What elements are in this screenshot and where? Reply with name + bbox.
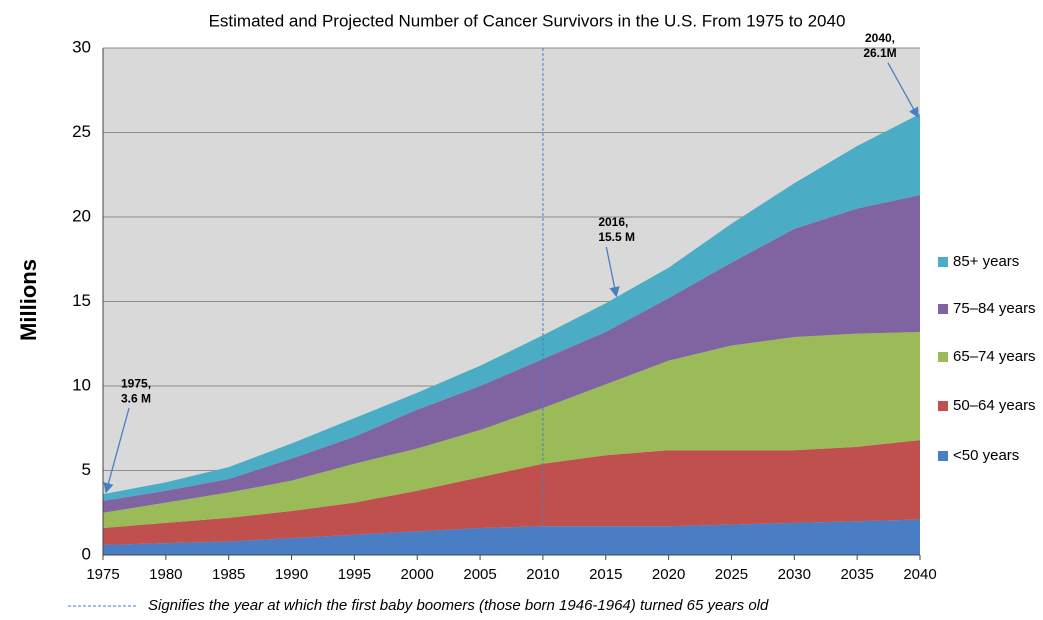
annotation-arrow xyxy=(605,246,620,298)
chart-title: Estimated and Projected Number of Cancer… xyxy=(209,11,846,30)
x-tick-label: 2040 xyxy=(903,566,936,583)
y-axis-label: Millions xyxy=(16,259,41,341)
annotation-arrow xyxy=(103,407,130,494)
legend-label: 65–74 years xyxy=(953,348,1036,365)
x-tick-label: 1985 xyxy=(212,566,245,583)
legend-swatch xyxy=(938,451,948,461)
x-tick-label: 2005 xyxy=(463,566,496,583)
annotation: 26.1M xyxy=(863,46,896,60)
x-tick-label: 2015 xyxy=(589,566,622,583)
area xyxy=(103,195,920,513)
legend-label: 50–64 years xyxy=(953,397,1036,414)
legend-swatch xyxy=(938,257,948,267)
x-tick-label: 1980 xyxy=(149,566,182,583)
x-tick-label: 2035 xyxy=(840,566,873,583)
area xyxy=(103,440,920,545)
footnote: Signifies the year at which the first ba… xyxy=(148,597,769,614)
y-tick-label: 20 xyxy=(72,206,91,225)
annotation: 15.5 M xyxy=(598,230,635,244)
x-tick-label: 2020 xyxy=(652,566,685,583)
annotation: 3.6 M xyxy=(121,391,151,405)
legend-label: <50 years xyxy=(953,447,1019,464)
area xyxy=(103,519,920,555)
legend-swatch xyxy=(938,352,948,362)
y-tick-label: 15 xyxy=(72,291,91,310)
x-tick-label: 2010 xyxy=(526,566,559,583)
y-tick-label: 25 xyxy=(72,122,91,141)
legend-swatch xyxy=(938,401,948,411)
annotation: 2016, xyxy=(598,215,628,229)
x-tick-label: 2025 xyxy=(715,566,748,583)
legend-swatch xyxy=(938,304,948,314)
x-tick-label: 2000 xyxy=(401,566,434,583)
x-tick-label: 1990 xyxy=(275,566,308,583)
x-tick-label: 2030 xyxy=(778,566,811,583)
x-tick-label: 1995 xyxy=(338,566,371,583)
legend-label: 85+ years xyxy=(953,253,1019,270)
y-tick-label: 30 xyxy=(72,37,91,56)
annotation-arrow xyxy=(887,62,919,119)
annotation: 2040, xyxy=(865,31,895,45)
area xyxy=(103,331,920,528)
annotation: 1975, xyxy=(121,376,151,390)
legend-label: 75–84 years xyxy=(953,300,1036,317)
x-tick-label: 1975 xyxy=(86,566,119,583)
y-tick-label: 0 xyxy=(82,544,91,563)
y-tick-label: 5 xyxy=(82,460,91,479)
y-tick-label: 10 xyxy=(72,375,91,394)
